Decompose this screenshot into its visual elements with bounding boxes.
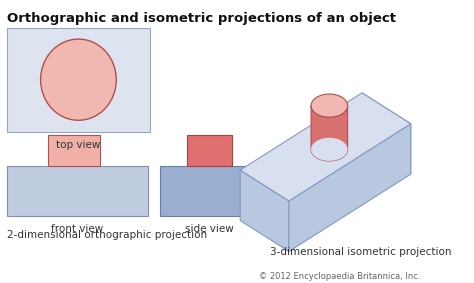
Polygon shape xyxy=(240,93,410,201)
Bar xyxy=(7,28,150,132)
Ellipse shape xyxy=(41,39,116,120)
Bar xyxy=(187,135,232,166)
Polygon shape xyxy=(289,124,410,252)
Polygon shape xyxy=(240,170,289,252)
Bar xyxy=(161,166,258,216)
Text: © 2012 Encyclopaedia Britannica, Inc.: © 2012 Encyclopaedia Britannica, Inc. xyxy=(259,272,420,281)
Text: front view: front view xyxy=(51,224,104,234)
Ellipse shape xyxy=(311,94,347,117)
Text: Orthographic and isometric projections of an object: Orthographic and isometric projections o… xyxy=(7,12,396,25)
Text: 2-dimensional orthographic projection: 2-dimensional orthographic projection xyxy=(7,230,207,240)
Polygon shape xyxy=(362,93,410,174)
Text: top view: top view xyxy=(56,140,100,150)
Text: 3-dimensional isometric projection: 3-dimensional isometric projection xyxy=(271,248,452,258)
Text: side view: side view xyxy=(185,224,234,234)
Polygon shape xyxy=(311,138,347,161)
Polygon shape xyxy=(311,106,347,161)
Bar xyxy=(48,135,100,166)
Bar xyxy=(7,166,148,216)
